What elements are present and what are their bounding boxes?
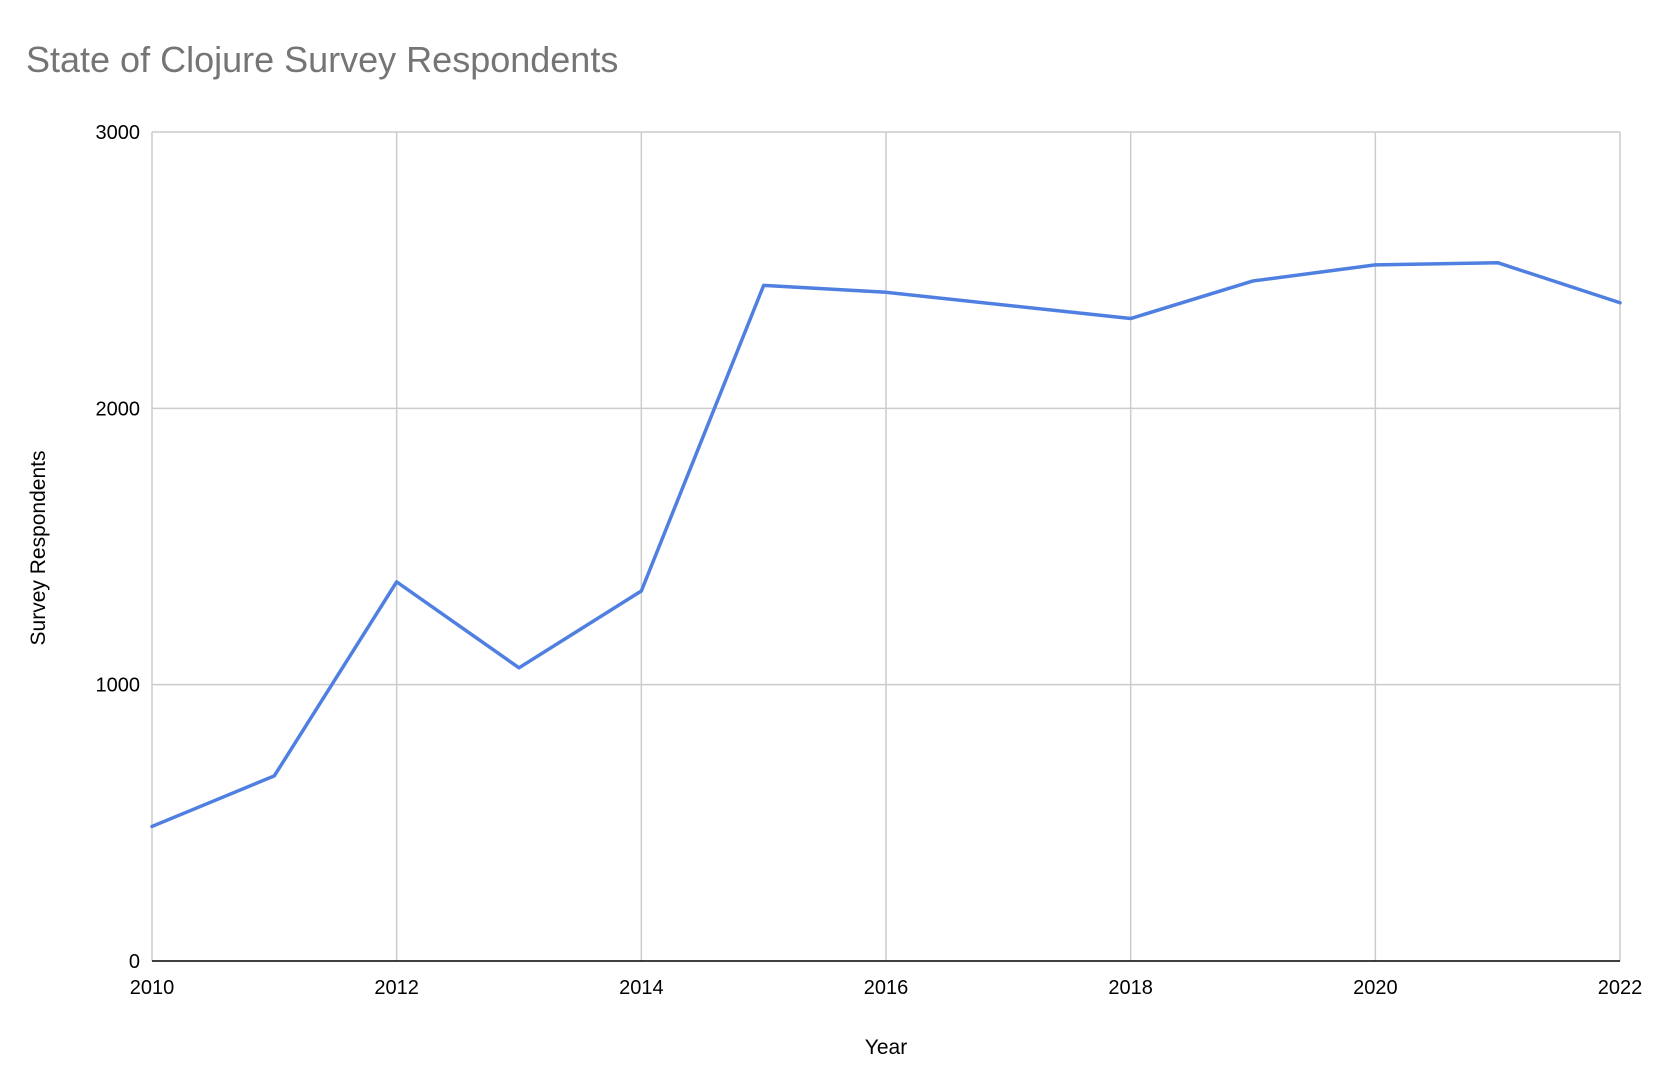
horizontal-gridlines [152,131,1620,686]
x-axis-title: Year [865,1036,907,1059]
y-tick-label-0: 0 [129,951,140,973]
x-tick-label-2016: 2016 [864,977,909,999]
y-tick-label-1000: 1000 [96,675,141,697]
x-tick-label-2010: 2010 [130,977,175,999]
x-tick-label-2022: 2022 [1598,977,1643,999]
y-tick-label-3000: 3000 [96,122,141,144]
x-tick-label-2012: 2012 [374,977,419,999]
series-line-0 [150,260,1622,829]
series-layer [150,260,1622,829]
y-axis-title: Survey Respondents [27,451,50,646]
chart-title: State of Clojure Survey Respondents [26,39,618,80]
x-tick-label-2018: 2018 [1108,977,1153,999]
x-tick-label-2014: 2014 [619,977,664,999]
x-tick-labels: 2010 2012 2014 2016 2018 2020 2022 [130,977,1643,999]
y-tick-label-2000: 2000 [96,398,141,420]
x-tick-label-2020: 2020 [1353,977,1398,999]
vertical-gridlines [151,132,1621,961]
y-tick-labels: 0 1000 2000 3000 [96,122,141,973]
